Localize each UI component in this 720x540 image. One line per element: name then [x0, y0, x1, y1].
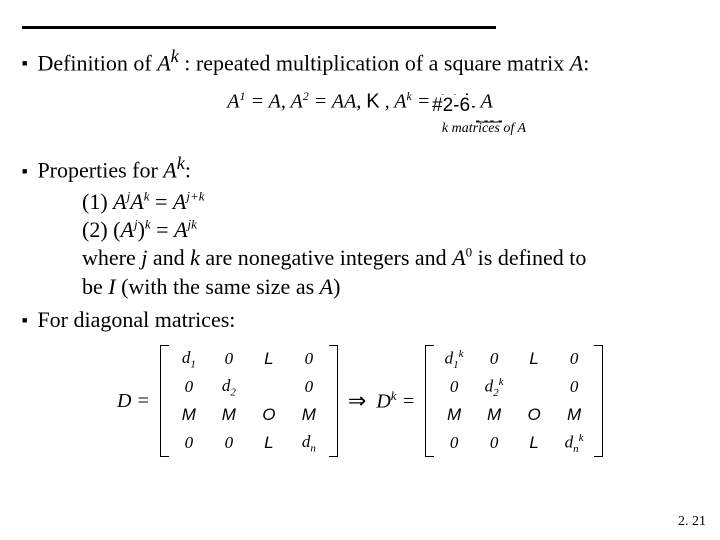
colon: : — [185, 158, 191, 183]
implies-arrow: ⇒ — [348, 388, 366, 414]
bracket-left — [160, 345, 169, 457]
bracket-right — [594, 345, 603, 457]
A: A — [332, 90, 344, 112]
text: are nonegative integers and — [200, 245, 452, 270]
prop-3-line2: be I (with the same size as A) — [82, 273, 698, 301]
D: D — [376, 391, 390, 413]
eq: = — [309, 90, 332, 112]
colon: : — [583, 50, 589, 75]
bracket-left — [425, 345, 434, 457]
A: A — [120, 217, 133, 242]
num: (2) ( — [82, 217, 120, 242]
bullet-3-text: For diagonal matrices: — [37, 307, 235, 333]
text: (with the same size as — [116, 274, 320, 299]
A: A — [452, 245, 465, 270]
matrix-Dk-body: d1k 0 L 0 0 d2k 0 M M O M — [434, 345, 594, 457]
jk: j+k — [186, 189, 204, 204]
sup-k: k — [177, 153, 185, 173]
text: : repeated multiplication of a square ma… — [179, 50, 570, 75]
eq: = — [245, 90, 268, 112]
comma: , — [356, 90, 366, 112]
eq: = — [131, 390, 150, 412]
A: A — [113, 189, 126, 214]
D-label: D = — [117, 390, 150, 413]
k: k — [442, 121, 448, 136]
paren: ) — [138, 217, 145, 242]
top-rule — [22, 26, 496, 29]
bullet-2-text: Properties for Ak: — [37, 153, 191, 184]
A: A — [344, 90, 356, 112]
A: A — [269, 90, 281, 112]
sup-k: k — [171, 46, 179, 66]
text: matrices of — [452, 121, 518, 136]
bullet-icon: ■ — [22, 166, 27, 177]
definition-formula: A1 = A, A2 = AA, K , Ak = AA L A ⎵⎵ k ma… — [22, 89, 698, 138]
bracket-right — [329, 345, 338, 457]
A: A — [227, 90, 239, 112]
diagonal-matrix-equation: D = d1 0 L 0 0 d2 0 M M — [22, 345, 698, 457]
prop-2: (2) (Aj)k = Ajk — [82, 216, 698, 244]
eq: = — [149, 189, 172, 214]
page-number: 2. 21 — [678, 514, 706, 530]
prop-1: (1) AjAk = Aj+k — [82, 188, 698, 216]
overlay-code: #2-6 — [430, 95, 472, 117]
A: A — [130, 189, 143, 214]
ellipsis-K: K — [366, 90, 379, 112]
D: D — [117, 390, 131, 412]
eq: = — [151, 217, 174, 242]
A: A — [173, 189, 186, 214]
bullet-definition: ■ Definition of Ak : repeated multiplica… — [22, 46, 698, 77]
text: Definition of — [37, 50, 157, 75]
slide: ■ Definition of Ak : repeated multiplica… — [0, 0, 720, 540]
var-A: A — [157, 50, 170, 75]
k: k — [190, 245, 200, 270]
A: A — [394, 90, 406, 112]
matrix-Dk: d1k 0 L 0 0 d2k 0 M M O M — [425, 345, 603, 457]
text: be — [82, 274, 108, 299]
eq: = — [397, 391, 416, 413]
Dk-label: Dk = — [376, 388, 415, 414]
underbrace-label: k matrices of A — [442, 121, 526, 137]
A: A — [290, 90, 302, 112]
text: ) — [333, 274, 340, 299]
bullet-1-text: Definition of Ak : repeated multiplicati… — [37, 46, 589, 77]
bullet-icon: ■ — [22, 58, 27, 69]
properties-list: (1) AjAk = Aj+k (2) (Aj)k = Ajk where j … — [82, 188, 698, 301]
matrix-D-body: d1 0 L 0 0 d2 0 M M O M 0 — [169, 345, 329, 457]
comma: , — [385, 90, 395, 112]
I: I — [108, 274, 115, 299]
jk: jk — [188, 217, 197, 232]
bullet-diagonal: ■ For diagonal matrices: — [22, 307, 698, 333]
A: A — [320, 274, 333, 299]
underbrace: ⎵⎵ — [476, 115, 493, 118]
text: is defined to — [472, 245, 586, 270]
A: A — [174, 217, 187, 242]
num: (1) — [82, 189, 113, 214]
var-A: A — [570, 50, 583, 75]
matrix-D: d1 0 L 0 0 d2 0 M M O M 0 — [160, 345, 338, 457]
text: and — [147, 245, 190, 270]
bullet-icon: ■ — [22, 315, 27, 326]
text: where — [82, 245, 141, 270]
text: Properties for — [37, 158, 163, 183]
bullet-properties: ■ Properties for Ak: — [22, 153, 698, 184]
prop-3-line1: where j and k are nonegative integers an… — [82, 244, 698, 272]
A: A — [518, 121, 527, 136]
var-A: A — [163, 158, 176, 183]
